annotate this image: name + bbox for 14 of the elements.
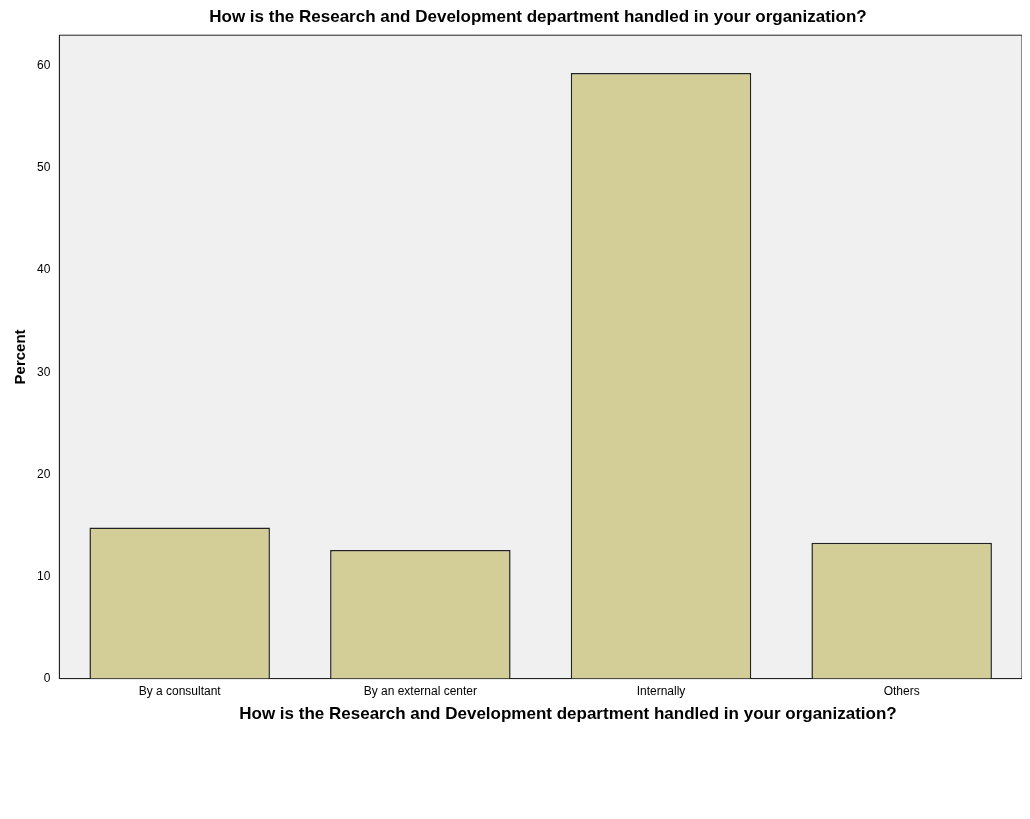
- y-tick-label: 10: [36, 568, 51, 583]
- chart-title: How is the Research and Development department handled in your organization?: [208, 7, 868, 26]
- x-tick-label: Others: [883, 684, 920, 699]
- y-tick-label: 30: [36, 364, 51, 379]
- y-tick-label: 50: [36, 160, 51, 175]
- y-tick-label: 60: [36, 58, 51, 73]
- x-axis-title: How is the Research and Development department handled in your organization?: [238, 704, 898, 723]
- x-tick-label: By an external center: [363, 684, 478, 699]
- y-tick-label: 40: [36, 262, 51, 277]
- y-axis-title: Percent: [11, 329, 29, 385]
- y-tick-label: 20: [36, 466, 51, 481]
- x-tick-label: Internally: [636, 684, 686, 699]
- x-tick-label: By a consultant: [138, 684, 222, 699]
- y-tick-label: 0: [43, 670, 51, 685]
